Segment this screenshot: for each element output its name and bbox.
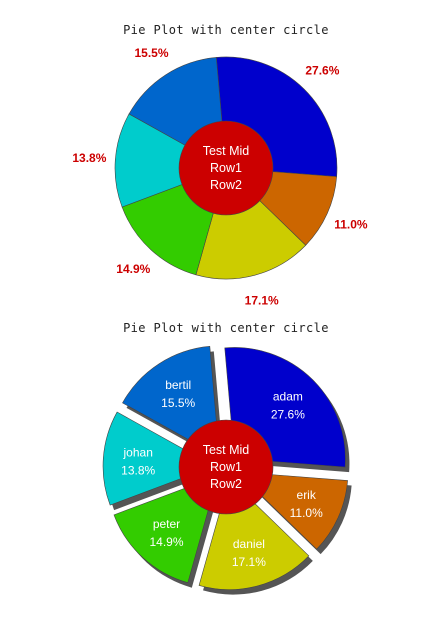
- center-disc: [178, 120, 274, 216]
- slice-percent-peter: 14.9%: [149, 535, 183, 549]
- center-text-line-3: Row2: [210, 178, 242, 192]
- slice-name-erik: erik: [297, 488, 317, 502]
- slice-name-peter: peter: [153, 517, 180, 531]
- slice-labels: 27.6% 11.0% 17.1% 14.9% 13.8% 15.5%: [72, 46, 368, 307]
- center-circle: Test Mid Row1 Row2: [178, 419, 274, 515]
- pie-slice-bertil: [122, 346, 220, 458]
- slice-percent-bertil: 15.5%: [161, 396, 195, 410]
- slice-label-johan: 13.8%: [72, 151, 106, 165]
- chart-title-top: Pie Plot with center circle: [123, 23, 329, 37]
- slice-label-bertil: 15.5%: [134, 46, 168, 60]
- center-text-line-3: Row2: [210, 477, 242, 491]
- center-text-line-1: Test Mid: [203, 144, 250, 158]
- slice-percent-johan: 13.8%: [121, 463, 155, 477]
- slice-labels: adam 27.6% erik 11.0% daniel 17.1% peter 14.9% j…: [121, 378, 323, 569]
- pie-slice-peter: [113, 475, 219, 584]
- slice-name-johan: johan: [123, 445, 153, 459]
- center-circle: Test Mid Row1 Row2: [178, 120, 274, 216]
- slice-name-daniel: daniel: [233, 537, 265, 551]
- slice-name-adam: adam: [273, 390, 303, 404]
- slice-percent-adam: 27.6%: [271, 408, 305, 422]
- center-text-line-2: Row1: [210, 460, 242, 474]
- slice-label-daniel: 17.1%: [245, 293, 279, 307]
- center-disc: [178, 419, 274, 515]
- pie-slice-johan: [114, 113, 227, 208]
- center-text-line-1: Test Mid: [203, 443, 250, 457]
- pie-slice-johan: [102, 411, 215, 506]
- slice-percent-daniel: 17.1%: [232, 555, 266, 569]
- center-text-line-2: Row1: [210, 161, 242, 175]
- slice-percent-erik: 11.0%: [290, 506, 323, 520]
- pie-chart-bottom: Pie Plot with center circle adam 27.6% eri…: [102, 321, 352, 595]
- slice-name-bertil: bertil: [165, 378, 191, 392]
- slice-label-adam: 27.6%: [305, 64, 339, 78]
- slice-label-peter: 14.9%: [116, 262, 150, 276]
- chart-title-bottom: Pie Plot with center circle: [123, 321, 329, 335]
- slice-label-erik: 11.0%: [334, 217, 368, 231]
- pie-chart-top: Pie Plot with center circle 27.6% 11.0% 17…: [72, 23, 368, 307]
